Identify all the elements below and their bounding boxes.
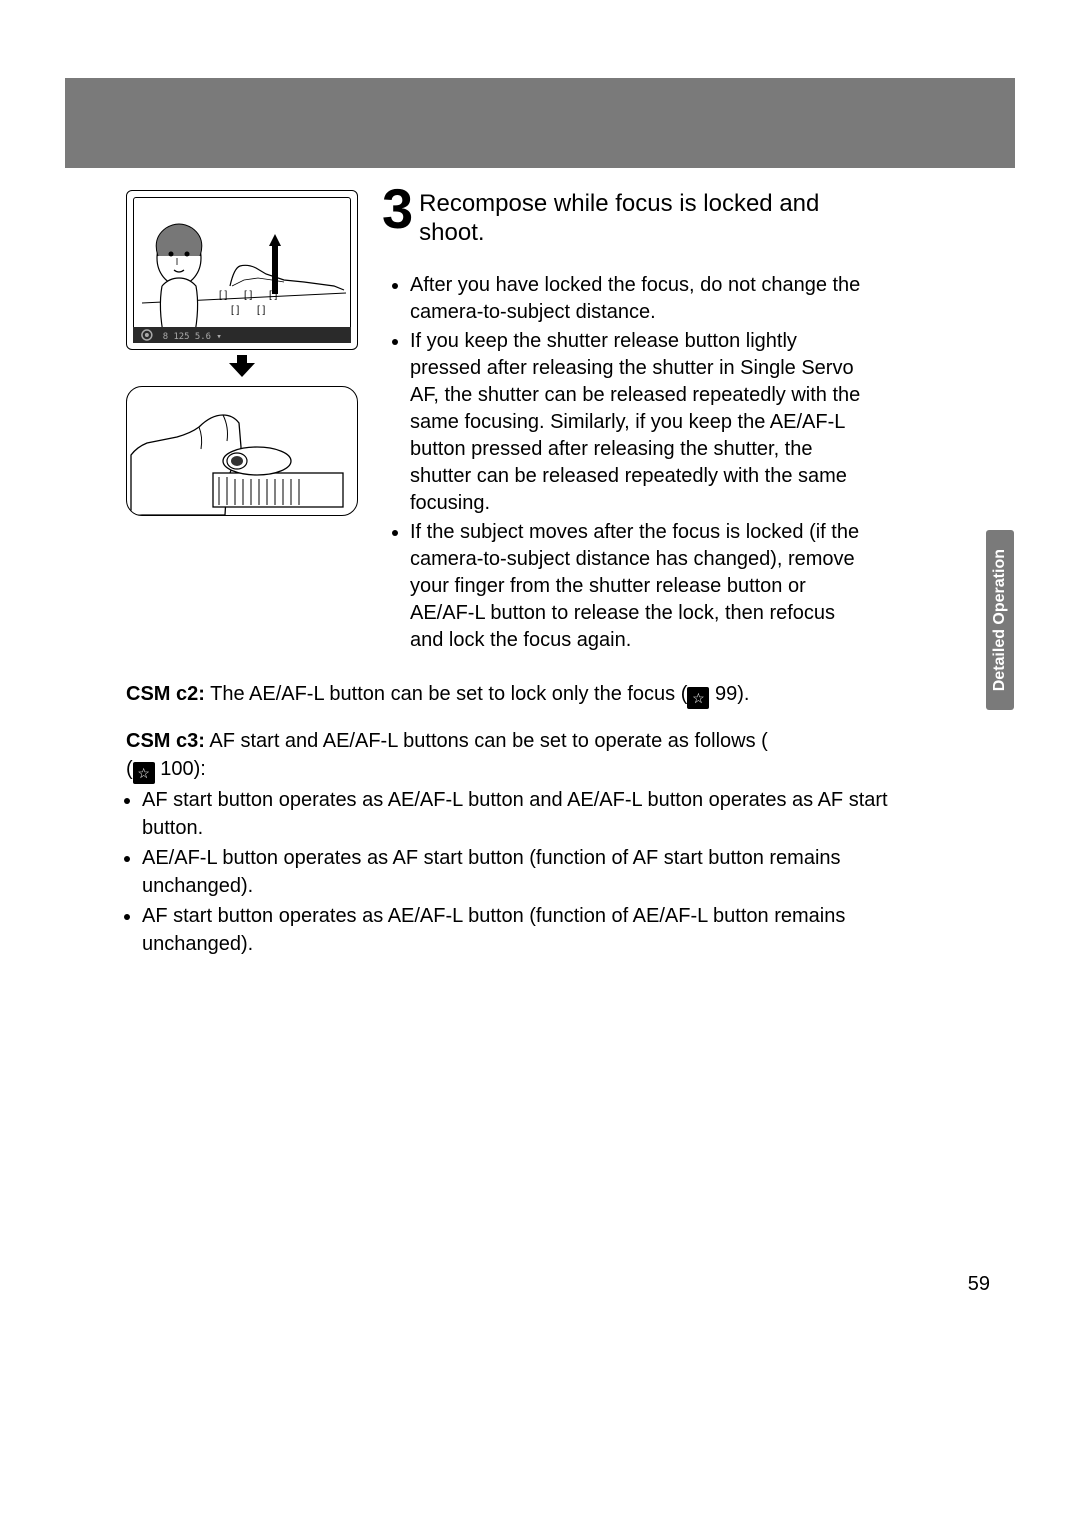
- csm-c3-list: AF start button operates as AE/AF-L butt…: [126, 786, 896, 958]
- svg-text:8 125 5.6 ▾: 8 125 5.6 ▾: [163, 332, 222, 342]
- step-bullet: If the subject moves after the focus is …: [410, 519, 866, 654]
- camera-hand-illustration: [126, 386, 358, 516]
- reference-icon: ☆: [133, 762, 155, 784]
- svg-text:[ ]: [ ]: [269, 290, 278, 301]
- csm-c3-paragraph: CSM c3: AF start and AE/AF-L buttons can…: [126, 727, 896, 784]
- csm-c2-ref: 99: [715, 683, 737, 705]
- viewfinder-illustration: [ ] [ ] [ ] [ ] [ ] 8 125 5.6 ▾: [126, 190, 358, 350]
- svg-text:[ ]: [ ]: [219, 290, 228, 301]
- step-bullets-list: After you have locked the focus, do not …: [382, 272, 866, 654]
- step-title: Recompose while focus is locked and shoo…: [419, 190, 819, 246]
- step-3-block: [ ] [ ] [ ] [ ] [ ] 8 125 5.6 ▾: [126, 190, 866, 656]
- csm-c3-item: AF start button operates as AE/AF-L butt…: [142, 902, 896, 958]
- step-heading: 3 Recompose while focus is locked and sh…: [382, 190, 866, 248]
- csm-c3-label: CSM c3:: [126, 730, 205, 752]
- step-number: 3: [382, 187, 413, 232]
- viewfinder-status-bar: 8 125 5.6 ▾: [133, 327, 351, 343]
- svg-text:[ ]: [ ]: [231, 305, 240, 316]
- reference-icon: ☆: [687, 687, 709, 709]
- down-arrow-icon: [126, 354, 358, 382]
- step-text-column: 3 Recompose while focus is locked and sh…: [382, 190, 866, 656]
- csm-c3-item: AF start button operates as AE/AF-L butt…: [142, 786, 896, 842]
- step-images-column: [ ] [ ] [ ] [ ] [ ] 8 125 5.6 ▾: [126, 190, 358, 656]
- csm-c2-text: The AE/AF-L button can be set to lock on…: [205, 683, 688, 705]
- svg-text:[ ]: [ ]: [244, 290, 253, 301]
- csm-c3-item: AE/AF-L button operates as AF start butt…: [142, 844, 896, 900]
- csm-section: CSM c2: The AE/AF-L button can be set to…: [126, 680, 896, 960]
- step-bullet: After you have locked the focus, do not …: [410, 272, 866, 326]
- csm-c2-paragraph: CSM c2: The AE/AF-L button can be set to…: [126, 680, 896, 709]
- page-number: 59: [968, 1273, 990, 1296]
- csm-c3-ref: 100: [160, 758, 193, 780]
- viewfinder-status-svg: 8 125 5.6 ▾: [133, 327, 351, 343]
- csm-c3-text: AF start and AE/AF-L buttons can be set …: [205, 730, 768, 752]
- camera-hand-svg: [127, 387, 358, 516]
- csm-c2-label: CSM c2:: [126, 683, 205, 705]
- step-section: [ ] [ ] [ ] [ ] [ ] 8 125 5.6 ▾: [126, 190, 866, 656]
- page-header-bar: [65, 78, 1015, 168]
- svg-text:[ ]: [ ]: [257, 305, 266, 316]
- step-bullet: If you keep the shutter release button l…: [410, 328, 866, 517]
- side-tab-label: Detailed Operation: [991, 549, 1009, 691]
- csm-c3-after: ):: [194, 758, 206, 780]
- side-tab: Detailed Operation: [986, 530, 1014, 710]
- viewfinder-frame: [ ] [ ] [ ] [ ] [ ]: [133, 197, 351, 343]
- csm-c2-after: ).: [737, 683, 749, 705]
- viewfinder-scene-svg: [ ] [ ] [ ] [ ] [ ]: [134, 198, 354, 346]
